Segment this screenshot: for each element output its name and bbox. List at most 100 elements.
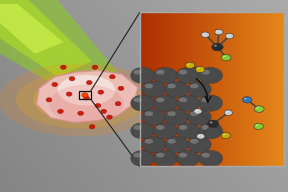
Ellipse shape — [202, 98, 210, 102]
Ellipse shape — [187, 136, 211, 153]
Ellipse shape — [107, 115, 112, 119]
Ellipse shape — [242, 97, 252, 103]
Ellipse shape — [221, 132, 230, 139]
Ellipse shape — [254, 123, 263, 129]
Ellipse shape — [164, 109, 189, 125]
Ellipse shape — [167, 84, 176, 88]
Ellipse shape — [153, 122, 177, 139]
Ellipse shape — [223, 134, 226, 135]
Ellipse shape — [95, 103, 101, 108]
Ellipse shape — [179, 153, 187, 157]
Ellipse shape — [203, 33, 205, 34]
Ellipse shape — [142, 81, 166, 98]
Ellipse shape — [164, 136, 189, 153]
Ellipse shape — [199, 67, 223, 84]
Ellipse shape — [82, 93, 88, 97]
Ellipse shape — [167, 111, 176, 116]
Ellipse shape — [130, 67, 155, 84]
Ellipse shape — [226, 33, 234, 39]
Ellipse shape — [60, 65, 66, 69]
Ellipse shape — [199, 150, 223, 167]
Ellipse shape — [109, 75, 115, 79]
Ellipse shape — [209, 122, 213, 123]
Ellipse shape — [187, 81, 211, 98]
Polygon shape — [58, 75, 115, 106]
Ellipse shape — [216, 31, 219, 32]
Ellipse shape — [86, 80, 92, 85]
Ellipse shape — [133, 153, 142, 157]
Ellipse shape — [179, 98, 187, 102]
Ellipse shape — [221, 54, 231, 61]
Ellipse shape — [224, 110, 232, 115]
Ellipse shape — [156, 153, 164, 157]
Ellipse shape — [197, 134, 205, 139]
Ellipse shape — [101, 109, 107, 113]
Ellipse shape — [167, 139, 176, 144]
Ellipse shape — [199, 95, 223, 111]
Ellipse shape — [256, 125, 258, 126]
Ellipse shape — [78, 111, 84, 115]
Ellipse shape — [176, 122, 200, 139]
Ellipse shape — [202, 125, 210, 130]
Ellipse shape — [195, 110, 198, 111]
Polygon shape — [36, 70, 138, 122]
Ellipse shape — [133, 70, 142, 74]
Ellipse shape — [190, 84, 198, 88]
Ellipse shape — [223, 56, 226, 57]
Ellipse shape — [115, 102, 121, 106]
Ellipse shape — [244, 98, 247, 99]
Ellipse shape — [202, 153, 210, 157]
Ellipse shape — [142, 136, 166, 153]
Ellipse shape — [130, 95, 155, 111]
Ellipse shape — [190, 139, 198, 144]
Ellipse shape — [156, 70, 164, 74]
Polygon shape — [0, 4, 63, 54]
Polygon shape — [0, 0, 92, 77]
Ellipse shape — [16, 71, 145, 129]
Ellipse shape — [89, 125, 95, 129]
Ellipse shape — [58, 109, 63, 113]
Ellipse shape — [153, 95, 177, 111]
Ellipse shape — [142, 109, 166, 125]
Ellipse shape — [145, 84, 153, 88]
Polygon shape — [49, 84, 124, 123]
Ellipse shape — [66, 92, 72, 96]
Ellipse shape — [130, 150, 155, 167]
Ellipse shape — [197, 68, 200, 69]
Ellipse shape — [145, 139, 153, 144]
Ellipse shape — [226, 111, 228, 112]
Ellipse shape — [187, 64, 190, 65]
Ellipse shape — [92, 65, 98, 69]
Ellipse shape — [46, 98, 52, 102]
Ellipse shape — [153, 67, 177, 84]
Polygon shape — [0, 0, 130, 111]
Ellipse shape — [214, 45, 217, 47]
Ellipse shape — [164, 81, 189, 98]
Ellipse shape — [198, 135, 200, 136]
Ellipse shape — [156, 125, 164, 130]
Ellipse shape — [69, 77, 75, 81]
Ellipse shape — [98, 90, 104, 94]
Ellipse shape — [153, 150, 177, 167]
Ellipse shape — [212, 43, 223, 51]
Ellipse shape — [179, 125, 187, 130]
Ellipse shape — [179, 70, 187, 74]
Ellipse shape — [156, 98, 164, 102]
Ellipse shape — [196, 66, 205, 73]
Bar — [140, 12, 284, 166]
Ellipse shape — [52, 82, 58, 87]
Bar — [79, 91, 91, 99]
Ellipse shape — [254, 106, 264, 112]
Ellipse shape — [190, 111, 198, 116]
Ellipse shape — [176, 150, 200, 167]
Ellipse shape — [256, 107, 259, 109]
Ellipse shape — [133, 98, 142, 102]
Ellipse shape — [194, 109, 202, 114]
Ellipse shape — [84, 96, 89, 100]
Ellipse shape — [48, 85, 113, 114]
Ellipse shape — [118, 86, 124, 90]
Ellipse shape — [185, 62, 195, 68]
Ellipse shape — [201, 32, 209, 37]
Ellipse shape — [199, 122, 223, 139]
Ellipse shape — [33, 79, 128, 121]
